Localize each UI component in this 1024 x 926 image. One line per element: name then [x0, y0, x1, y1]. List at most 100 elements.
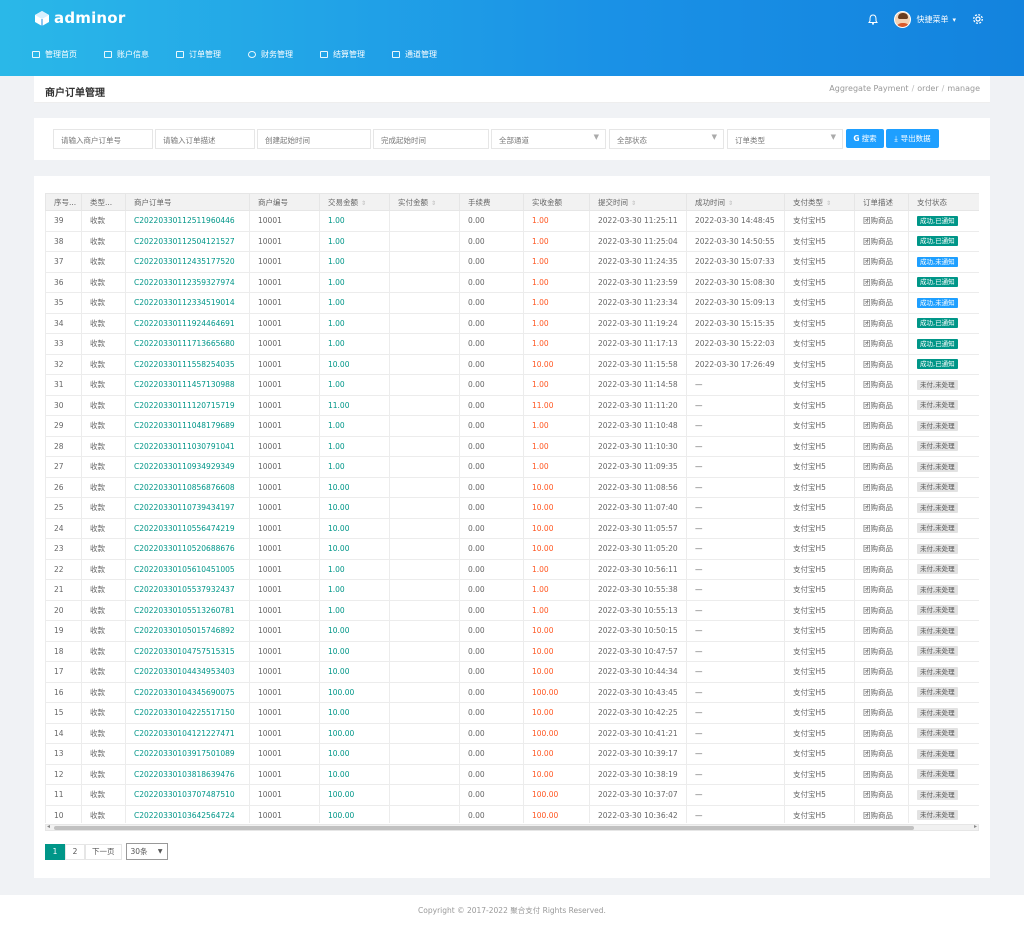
table-cell — [389, 804, 460, 823]
table-cell: 团购商品 — [854, 784, 909, 806]
table-cell: 1.00 — [319, 374, 390, 396]
page-2[interactable]: 2 — [65, 843, 85, 860]
nav-home[interactable]: 管理首页 — [32, 49, 104, 60]
breadcrumb-item[interactable]: order — [917, 84, 939, 93]
table-row[interactable]: 28 收款 C20220330111030791041 10001 1.00 0.00 1.… — [45, 435, 979, 457]
status-select[interactable]: 全部状态 ▼ — [609, 129, 724, 149]
column-header[interactable]: 手续费 — [459, 193, 524, 211]
table-row[interactable]: 22 收款 C20220330105610451005 10001 1.00 0.00 1.… — [45, 558, 979, 580]
column-header[interactable]: 序号... — [45, 193, 82, 211]
sort-icon[interactable]: ⇕ — [631, 199, 637, 207]
column-header[interactable]: 支付类型 ⇕ — [784, 193, 855, 211]
table-row[interactable]: 36 收款 C20220330112359327974 10001 1.00 0.00 1.… — [45, 271, 979, 293]
column-header[interactable]: 商户订单号 — [125, 193, 250, 211]
logo[interactable]: adminor — [34, 9, 125, 27]
table-row[interactable]: 21 收款 C20220330105537932437 10001 1.00 0.00 1.… — [45, 579, 979, 601]
table-cell: 2022-03-30 11:15:58 — [589, 353, 687, 375]
gear-icon[interactable] — [972, 13, 984, 27]
table-row[interactable]: 19 收款 C20220330105015746892 10001 10.00 0.00 1… — [45, 620, 979, 642]
table-cell: — — [686, 538, 785, 560]
table-row[interactable]: 34 收款 C20220330111924464691 10001 1.00 0.00 1.… — [45, 312, 979, 334]
table-row[interactable]: 35 收款 C20220330112334519014 10001 1.00 0.00 1.… — [45, 292, 979, 314]
sort-icon[interactable]: ⇕ — [431, 199, 437, 207]
nav-orders[interactable]: 订单管理 — [176, 49, 248, 60]
table-row[interactable]: 30 收款 C20220330111120715719 10001 11.00 0.00 1… — [45, 394, 979, 416]
table-row[interactable]: 39 收款 C20220330112511960446 10001 1.00 0.00 1.… — [45, 210, 979, 232]
nav-settle[interactable]: 结算管理 — [320, 49, 392, 60]
column-header[interactable]: 提交时间 ⇕ — [589, 193, 687, 211]
column-header[interactable]: 实收金额 — [523, 193, 590, 211]
column-header[interactable]: 实付金额 ⇕ — [389, 193, 460, 211]
table-row[interactable]: 16 收款 C20220330104345690075 10001 100.00 0.00… — [45, 681, 979, 703]
finished-time-input[interactable]: 完成起始时间 — [373, 129, 489, 149]
page-1[interactable]: 1 — [45, 843, 65, 860]
sort-icon[interactable]: ⇕ — [361, 199, 367, 207]
table-row[interactable]: 18 收款 C20220330104757515315 10001 10.00 0.00 1… — [45, 640, 979, 662]
created-time-input[interactable]: 创建起始时间 — [257, 129, 371, 149]
user-menu[interactable]: 快捷菜单 — [916, 15, 949, 24]
search-button[interactable]: G 搜索 — [846, 129, 884, 148]
table-cell: — — [686, 476, 785, 498]
table-row[interactable]: 31 收款 C20220330111457130988 10001 1.00 0.00 1.… — [45, 374, 979, 396]
sort-icon[interactable]: ⇕ — [826, 199, 832, 207]
table-row[interactable]: 17 收款 C20220330104434953403 10001 10.00 0.00 1… — [45, 661, 979, 683]
table-cell — [389, 312, 460, 334]
per-page-select[interactable]: 30条 ▼ — [125, 843, 168, 860]
table-cell: 未付,未处理 — [908, 804, 979, 823]
channel-icon — [392, 51, 400, 58]
column-header[interactable]: 交易金额 ⇕ — [319, 193, 390, 211]
sort-icon[interactable]: ⇕ — [728, 199, 734, 207]
next-page-button[interactable]: 下一页 — [85, 843, 122, 860]
order-no-input[interactable]: 请输入商户订单号 — [53, 129, 153, 149]
table-row[interactable]: 10 收款 C20220330103642564724 10001 100.00 0.00… — [45, 804, 979, 823]
table-row[interactable]: 13 收款 C20220330103917501089 10001 10.00 0.00 1… — [45, 743, 979, 765]
avatar[interactable] — [894, 11, 912, 28]
column-header[interactable]: 成功时间 ⇕ — [686, 193, 785, 211]
table-row[interactable]: 12 收款 C20220330103818639476 10001 10.00 0.00 1… — [45, 763, 979, 785]
table-row[interactable]: 24 收款 C20220330110556474219 10001 10.00 0.00 1… — [45, 517, 979, 539]
breadcrumb-item[interactable]: Aggregate Payment — [829, 84, 909, 93]
table-row[interactable]: 29 收款 C20220330111048179689 10001 1.00 0.00 1.… — [45, 415, 979, 437]
channel-select[interactable]: 全部通道 ▼ — [491, 129, 606, 149]
table-row[interactable]: 33 收款 C20220330111713665680 10001 1.00 0.00 1.… — [45, 333, 979, 355]
scroll-left-icon[interactable]: ◂ — [47, 823, 51, 830]
table-row[interactable]: 25 收款 C20220330110739434197 10001 10.00 0.00 1… — [45, 497, 979, 519]
table-row[interactable]: 20 收款 C20220330105513260781 10001 1.00 0.00 1.… — [45, 599, 979, 621]
bell-icon[interactable] — [868, 14, 879, 25]
table-row[interactable]: 38 收款 C20220330112504121527 10001 1.00 0.00 1.… — [45, 230, 979, 252]
table-cell: 10001 — [249, 517, 320, 539]
table-row[interactable]: 32 收款 C20220330111558254035 10001 10.00 0.00 1… — [45, 353, 979, 375]
export-button[interactable]: ⤓ 导出数据 — [886, 129, 939, 148]
nav-account[interactable]: 账户信息 — [104, 49, 176, 60]
table-cell: C20220330112511960446 — [125, 210, 250, 232]
table-cell: 收款 — [81, 292, 126, 314]
table-cell: 17 — [45, 661, 82, 683]
column-header[interactable]: 商户编号 — [249, 193, 320, 211]
table-row[interactable]: 15 收款 C20220330104225517150 10001 10.00 0.00 1… — [45, 702, 979, 724]
chevron-down-icon[interactable]: ▾ — [952, 15, 956, 24]
table-row[interactable]: 23 收款 C20220330110520688676 10001 10.00 0.00 1… — [45, 538, 979, 560]
column-header[interactable]: 订单描述 — [854, 193, 909, 211]
table-cell: 16 — [45, 681, 82, 703]
column-header[interactable]: 类型... — [81, 193, 126, 211]
type-select[interactable]: 订单类型 ▼ — [727, 129, 843, 149]
table-cell: 2022-03-30 10:41:21 — [589, 722, 687, 744]
table-row[interactable]: 27 收款 C20220330110934929349 10001 1.00 0.00 1.… — [45, 456, 979, 478]
table-row[interactable]: 26 收款 C20220330110856876608 10001 10.00 0.00 1… — [45, 476, 979, 498]
table-row[interactable]: 14 收款 C20220330104121227471 10001 100.00 0.00… — [45, 722, 979, 744]
table-cell: 100.00 — [319, 681, 390, 703]
table-cell: 25 — [45, 497, 82, 519]
column-header[interactable]: 支付状态 — [908, 193, 979, 211]
scroll-right-icon[interactable]: ▸ — [973, 823, 977, 830]
table-cell: 2022-03-30 15:07:33 — [686, 251, 785, 273]
horizontal-scrollbar[interactable]: ◂ ▸ — [45, 823, 979, 831]
table-row[interactable]: 11 收款 C20220330103707487510 10001 100.00 0.00… — [45, 784, 979, 806]
desc-input[interactable]: 请输入订单描述 — [155, 129, 255, 149]
column-header-label: 支付状态 — [917, 197, 947, 207]
table-row[interactable]: 37 收款 C20220330112435177520 10001 1.00 0.00 1.… — [45, 251, 979, 273]
nav-channel[interactable]: 通道管理 — [392, 49, 464, 60]
nav-finance[interactable]: 财务管理 — [248, 49, 320, 60]
table-cell: 1.00 — [319, 251, 390, 273]
scrollbar-thumb[interactable] — [54, 826, 914, 830]
table-cell: 支付宝H5 — [784, 681, 855, 703]
